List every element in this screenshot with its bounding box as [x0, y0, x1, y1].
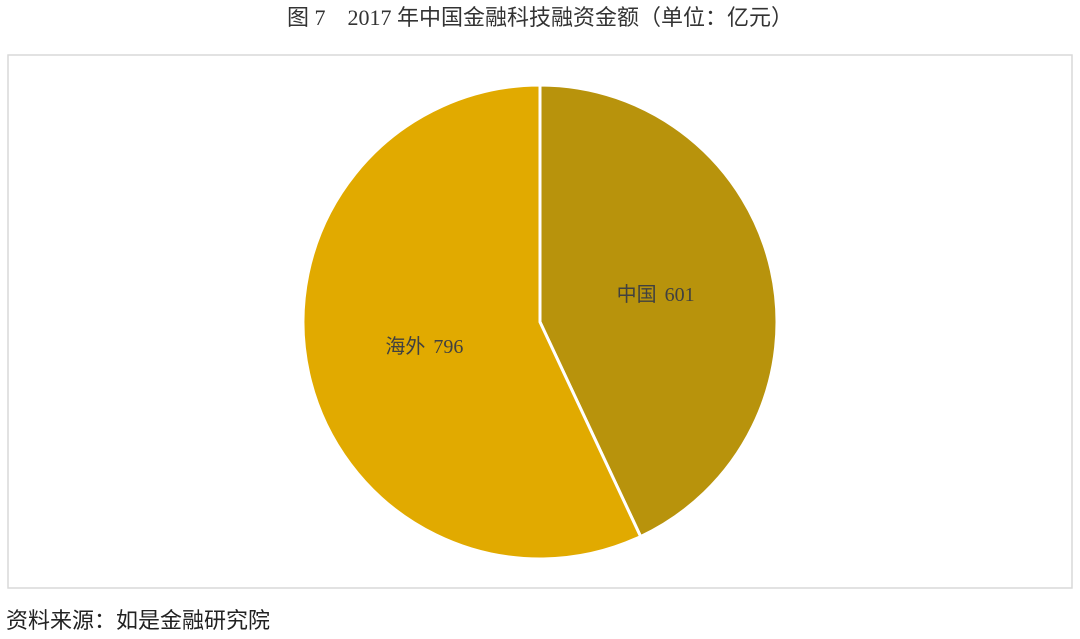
label-category: 海外: [385, 334, 425, 357]
label-value: 601: [665, 284, 695, 306]
label-value: 796: [433, 335, 463, 357]
pie-slice: [301, 83, 643, 561]
pie: 中国 601 海外 796: [301, 83, 779, 561]
source-note: 资料来源：如是金融研究院: [6, 608, 270, 633]
data-label: 中国 601: [617, 283, 695, 306]
pie-slice: [538, 83, 779, 539]
chart-title: 图 7 2017 年中国金融科技融资金额（单位：亿元）: [287, 5, 793, 30]
label-category: 中国: [617, 283, 657, 306]
data-label: 海外 796: [385, 334, 463, 357]
